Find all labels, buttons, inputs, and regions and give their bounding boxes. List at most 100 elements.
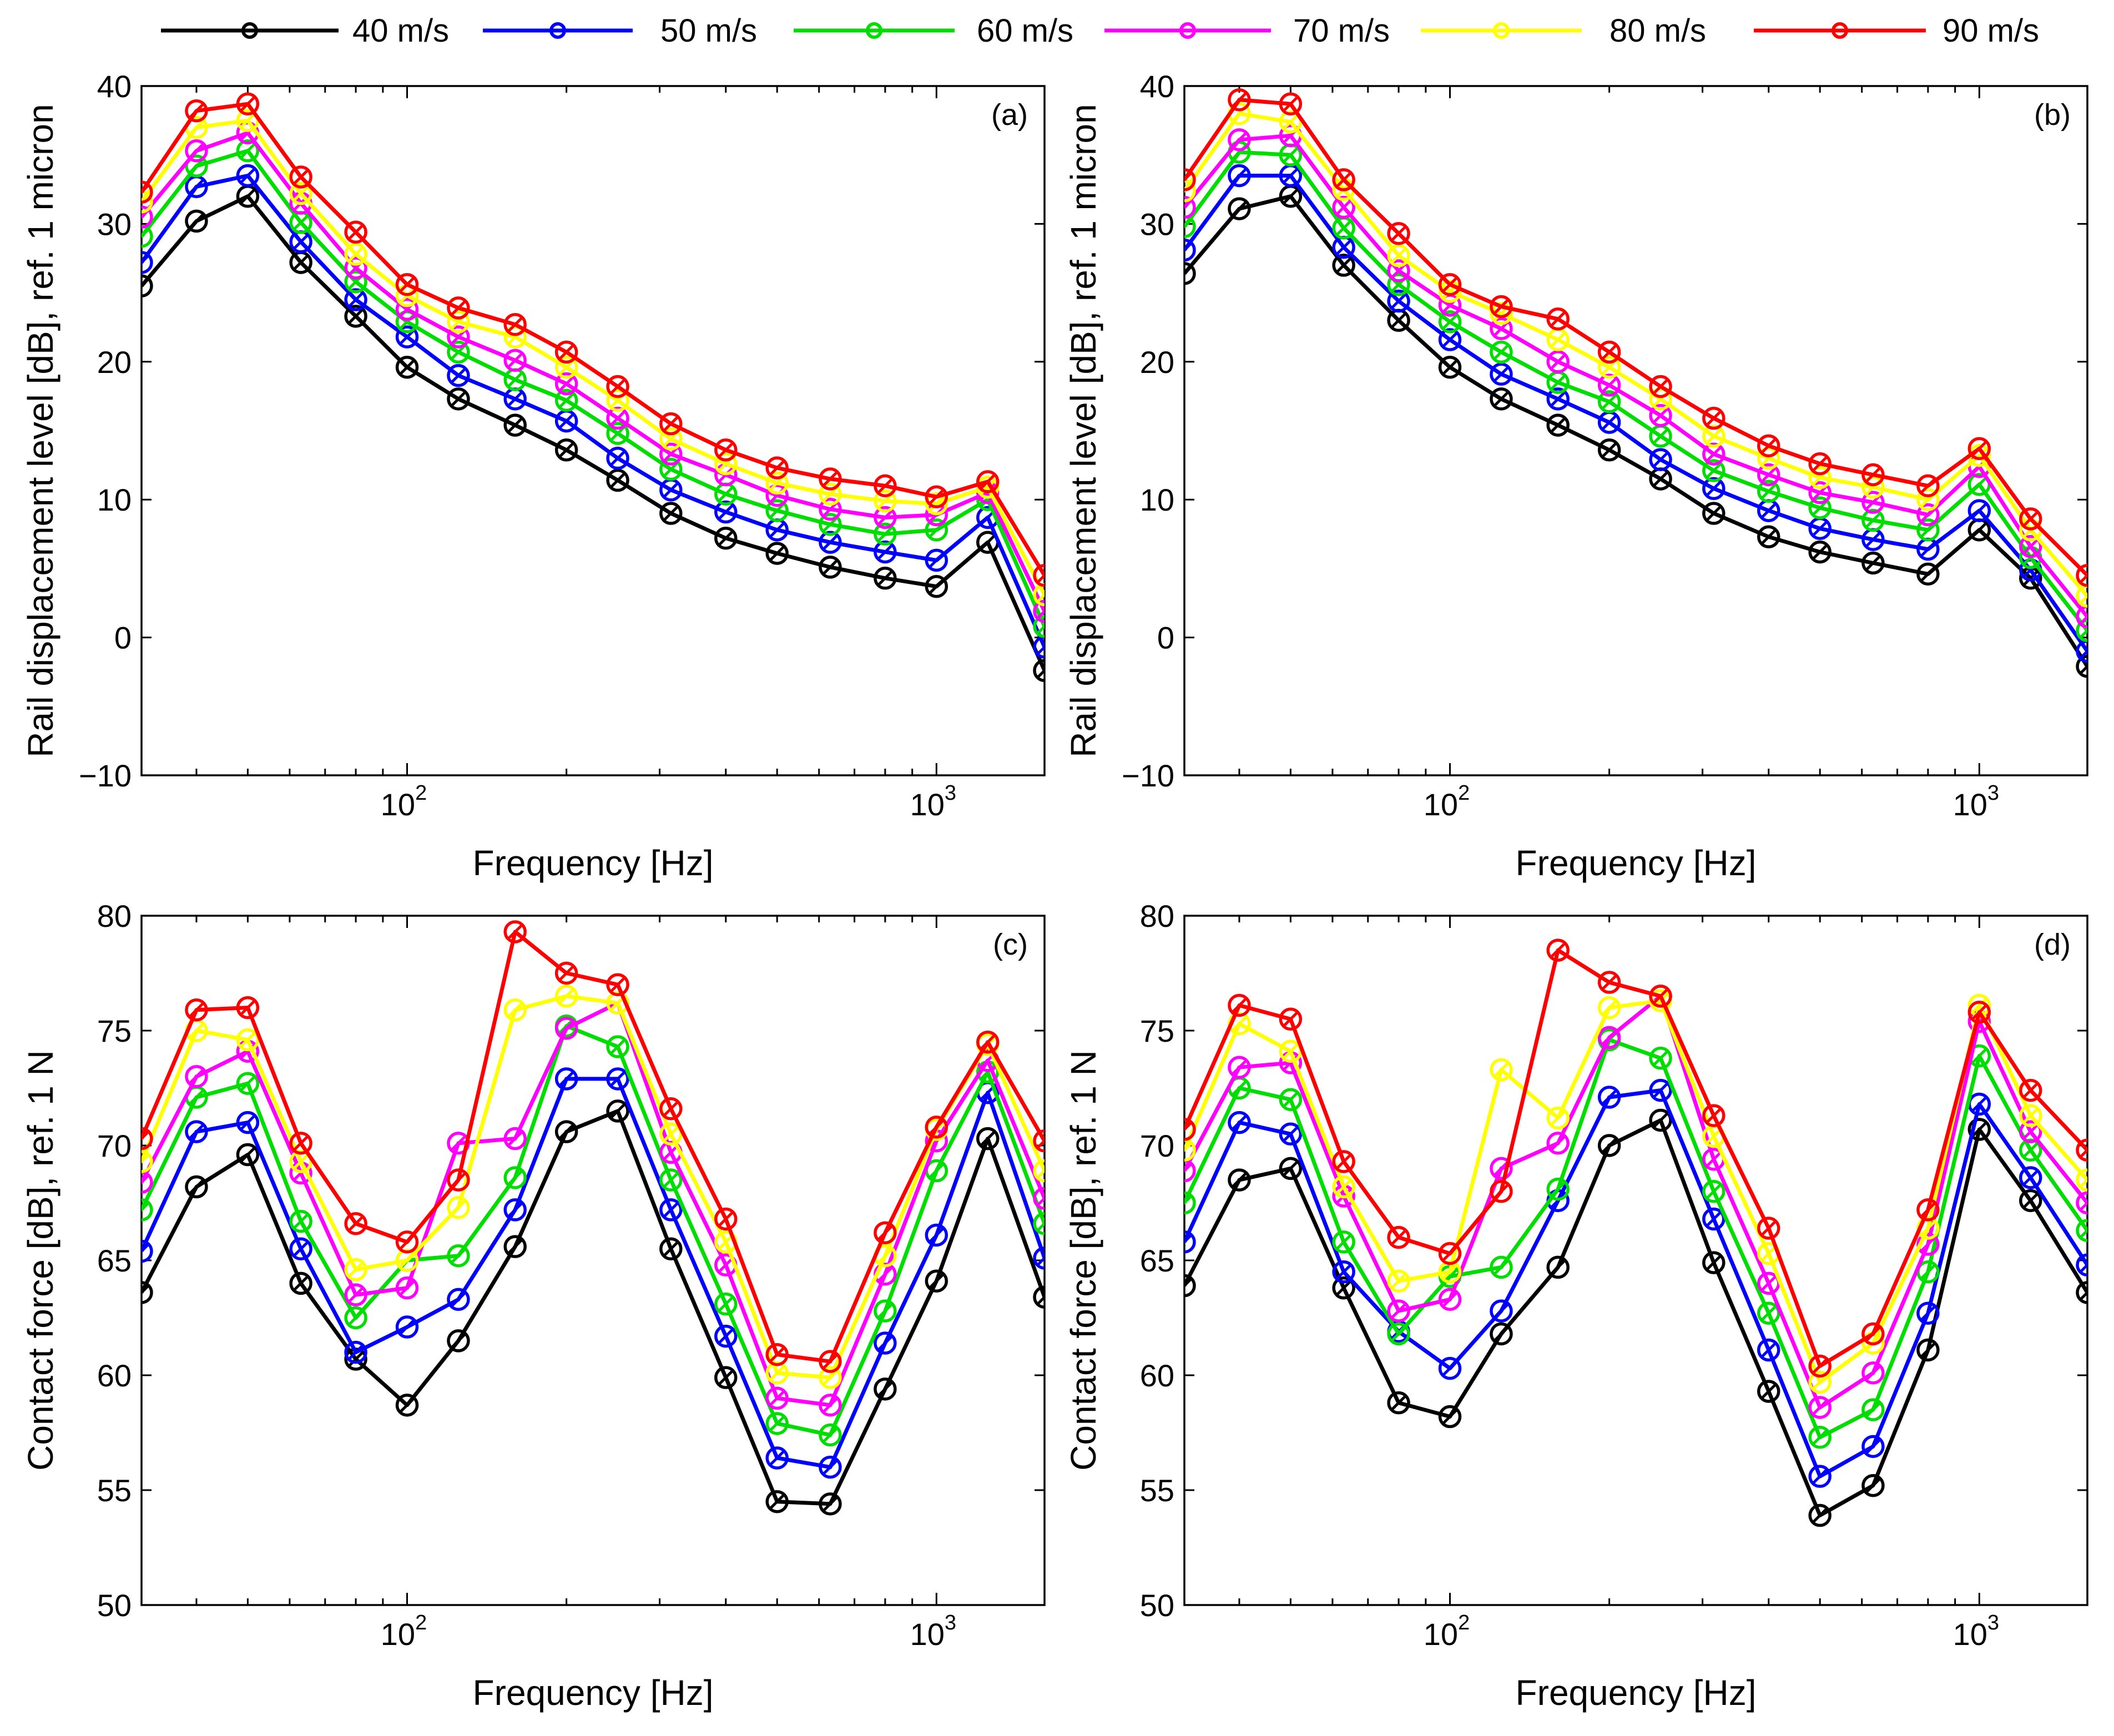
data-point <box>1332 1175 1355 1199</box>
data-point <box>344 1340 367 1364</box>
data-point-slash <box>507 923 523 940</box>
data-point-slash <box>450 391 467 407</box>
data-point-slash <box>1706 1210 1722 1228</box>
data-point-slash <box>1601 1029 1618 1046</box>
data-point <box>765 1343 789 1366</box>
data-point-slash <box>1760 502 1777 519</box>
data-point-slash <box>877 1335 894 1351</box>
series-group <box>1184 938 2087 1527</box>
data-point <box>714 1366 738 1389</box>
data-point-slash <box>142 1174 150 1184</box>
data-point-slash <box>1812 1429 1828 1446</box>
data-point-slash <box>928 552 945 569</box>
data-point-slash <box>347 308 364 325</box>
data-point-slash <box>1601 344 1618 361</box>
data-point-slash <box>292 233 309 250</box>
data-point-slash <box>1184 183 1193 193</box>
data-point-slash <box>979 1033 996 1051</box>
data-point-slash <box>292 1213 309 1230</box>
data-point <box>1702 477 1725 501</box>
series-line-3 <box>1184 994 2087 1410</box>
data-point-slash <box>769 1493 785 1510</box>
data-point-slash <box>188 119 205 136</box>
data-point-slash <box>877 1303 894 1319</box>
data-point <box>1033 1285 1045 1309</box>
data-point <box>1861 508 1885 532</box>
data-point-slash <box>239 188 256 205</box>
data-point-slash <box>1865 531 1881 548</box>
data-point-slash <box>1550 331 1566 348</box>
data-point <box>874 1221 897 1245</box>
axes-box <box>1183 85 2088 776</box>
data-point <box>554 340 578 364</box>
series-line-4 <box>1184 998 2087 1384</box>
legend-item-5: 90 m/s <box>1754 13 2039 49</box>
data-point <box>1757 1217 1780 1240</box>
data-point-slash <box>1184 171 1193 182</box>
data-point-slash <box>877 543 894 561</box>
data-point <box>1861 1398 1885 1421</box>
data-point <box>606 422 629 445</box>
data-point-slash <box>822 1369 839 1386</box>
data-point <box>819 497 842 521</box>
data-point-slash <box>769 1450 785 1466</box>
data-point-slash <box>1706 1254 1722 1271</box>
data-point-slash <box>1706 428 1722 445</box>
data-point-slash <box>717 1328 734 1345</box>
data-point-slash <box>1865 1325 1881 1343</box>
legend-label: 70 m/s <box>1293 13 1390 49</box>
data-point <box>874 567 897 590</box>
data-point-slash <box>769 522 785 538</box>
data-point <box>344 1258 367 1281</box>
data-point <box>503 998 527 1022</box>
legend-marker <box>866 22 882 39</box>
data-point-slash <box>663 1202 679 1218</box>
data-point <box>2019 534 2042 558</box>
x-axis-label: Frequency [Hz] <box>1516 843 1757 883</box>
data-point <box>1916 518 1940 542</box>
panel-label: (b) <box>2034 98 2071 132</box>
data-point <box>1702 459 1725 482</box>
y-tick-label: 20 <box>97 345 132 380</box>
data-point <box>289 182 312 205</box>
data-point <box>1597 971 1621 994</box>
data-point <box>395 1276 419 1300</box>
series-line-1 <box>142 1077 1045 1470</box>
data-point <box>1861 551 1885 575</box>
data-point-slash <box>398 1279 416 1296</box>
data-point-slash <box>1231 92 1248 108</box>
data-point <box>1757 1338 1780 1362</box>
data-point <box>1279 1157 1303 1180</box>
data-point <box>1332 168 1355 191</box>
data-point <box>1184 1191 1196 1215</box>
data-point-slash <box>1652 988 1669 1005</box>
data-point-slash <box>450 367 467 384</box>
data-point-slash <box>2022 1107 2039 1124</box>
data-point <box>659 442 683 466</box>
data-point-slash <box>188 178 205 195</box>
data-point <box>1184 262 1196 285</box>
y-axis-label: Rail displacement level [dB], ref. 1 mic… <box>1063 104 1103 757</box>
series-line-5 <box>1184 98 2087 577</box>
y-tick-label: 30 <box>1140 206 1174 241</box>
data-point <box>606 468 629 492</box>
data-point <box>819 1455 842 1479</box>
data-point <box>1490 1322 1513 1346</box>
data-point <box>1033 564 1045 587</box>
data-point-slash <box>1390 292 1407 310</box>
data-point <box>1387 1391 1410 1415</box>
data-point-slash <box>1971 476 1988 493</box>
data-point <box>344 220 367 244</box>
data-point <box>503 920 527 943</box>
data-point-slash <box>1652 1049 1669 1067</box>
data-point <box>659 502 683 525</box>
data-point-slash <box>769 545 785 562</box>
data-point-slash <box>558 442 575 458</box>
data-point <box>1228 1111 1251 1134</box>
data-point-slash <box>1390 1394 1407 1411</box>
data-point-slash <box>239 142 256 159</box>
data-point-slash <box>1441 1245 1459 1262</box>
data-point-slash <box>450 1199 467 1216</box>
data-point-slash <box>1390 1229 1407 1246</box>
